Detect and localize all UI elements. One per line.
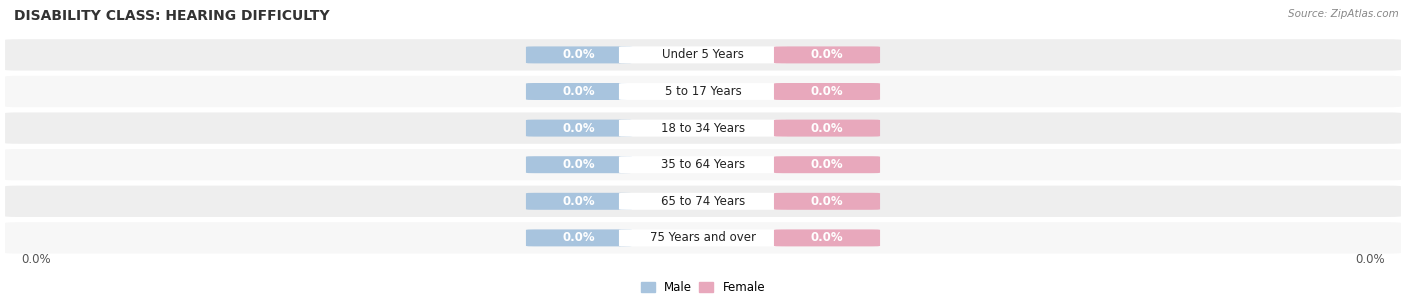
FancyBboxPatch shape — [526, 193, 633, 210]
FancyBboxPatch shape — [526, 83, 633, 100]
FancyBboxPatch shape — [619, 193, 787, 210]
FancyBboxPatch shape — [6, 113, 1400, 144]
Text: 65 to 74 Years: 65 to 74 Years — [661, 195, 745, 208]
Text: 0.0%: 0.0% — [811, 122, 844, 135]
Text: 0.0%: 0.0% — [562, 195, 595, 208]
FancyBboxPatch shape — [6, 149, 1400, 180]
FancyBboxPatch shape — [526, 229, 633, 246]
FancyBboxPatch shape — [619, 229, 787, 246]
Text: 18 to 34 Years: 18 to 34 Years — [661, 122, 745, 135]
Text: DISABILITY CLASS: HEARING DIFFICULTY: DISABILITY CLASS: HEARING DIFFICULTY — [14, 9, 329, 23]
FancyBboxPatch shape — [526, 46, 633, 63]
Text: 0.0%: 0.0% — [562, 158, 595, 171]
FancyBboxPatch shape — [773, 120, 880, 137]
FancyBboxPatch shape — [6, 186, 1400, 217]
Text: 0.0%: 0.0% — [811, 158, 844, 171]
FancyBboxPatch shape — [619, 120, 787, 137]
Text: 0.0%: 0.0% — [1355, 253, 1385, 266]
FancyBboxPatch shape — [6, 222, 1400, 253]
FancyBboxPatch shape — [619, 156, 787, 173]
Text: 0.0%: 0.0% — [811, 48, 844, 61]
FancyBboxPatch shape — [773, 229, 880, 246]
FancyBboxPatch shape — [619, 46, 787, 63]
FancyBboxPatch shape — [6, 76, 1400, 107]
FancyBboxPatch shape — [773, 83, 880, 100]
FancyBboxPatch shape — [6, 39, 1400, 70]
Text: 0.0%: 0.0% — [562, 231, 595, 244]
FancyBboxPatch shape — [773, 193, 880, 210]
FancyBboxPatch shape — [773, 156, 880, 173]
Text: Under 5 Years: Under 5 Years — [662, 48, 744, 61]
Text: 75 Years and over: 75 Years and over — [650, 231, 756, 244]
Text: 0.0%: 0.0% — [21, 253, 51, 266]
FancyBboxPatch shape — [526, 120, 633, 137]
Text: 0.0%: 0.0% — [562, 85, 595, 98]
Legend: Male, Female: Male, Female — [636, 276, 770, 299]
Text: 0.0%: 0.0% — [562, 122, 595, 135]
Text: Source: ZipAtlas.com: Source: ZipAtlas.com — [1288, 9, 1399, 19]
Text: 5 to 17 Years: 5 to 17 Years — [665, 85, 741, 98]
FancyBboxPatch shape — [526, 156, 633, 173]
Text: 0.0%: 0.0% — [811, 195, 844, 208]
Text: 0.0%: 0.0% — [811, 231, 844, 244]
Text: 0.0%: 0.0% — [562, 48, 595, 61]
Text: 35 to 64 Years: 35 to 64 Years — [661, 158, 745, 171]
FancyBboxPatch shape — [773, 46, 880, 63]
FancyBboxPatch shape — [619, 83, 787, 100]
Text: 0.0%: 0.0% — [811, 85, 844, 98]
